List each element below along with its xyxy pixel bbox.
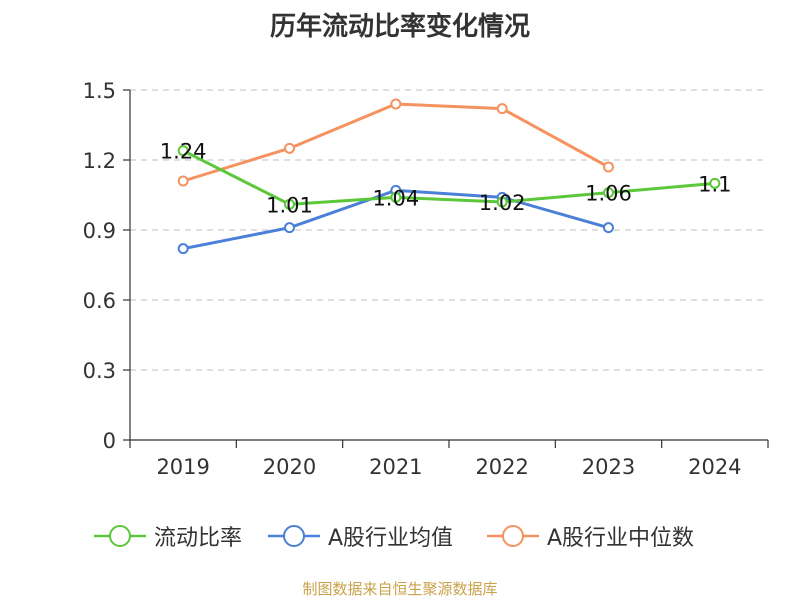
x-tick-label: 2022 [475, 455, 528, 479]
data-point [709, 177, 721, 189]
data-point [496, 103, 508, 115]
x-tick-label: 2020 [263, 455, 316, 479]
axes: 0 0.3 0.6 0.9 1.2 1.5 2019 2020 2021 2022 2023 2024 [83, 79, 769, 479]
data-label: 1.24 [160, 140, 207, 164]
data-point [390, 191, 402, 203]
legend-label: 流动比率 [154, 526, 243, 551]
y-tick-label: 0.9 [83, 219, 116, 243]
data-labels: 1.24 1.01 1.04 1.02 1.06 1.1 [160, 140, 732, 218]
x-tick-label: 2024 [688, 455, 741, 479]
legend: 流动比率 A股行业均值 A股行业中位数 [0, 520, 800, 552]
data-point [603, 187, 614, 199]
data-point [177, 243, 189, 255]
y-tick-label: 0.3 [83, 359, 116, 383]
data-point [603, 222, 614, 234]
y-tick-label: 1.5 [83, 79, 116, 103]
data-point [284, 198, 295, 210]
legend-item-current-ratio[interactable]: 流动比率 [92, 520, 242, 552]
data-point [603, 161, 614, 173]
grid-lines [130, 89, 768, 371]
legend-item-industry-mean[interactable]: A股行业均值 [266, 520, 453, 552]
y-tick-label: 1.2 [83, 149, 116, 173]
data-point [496, 196, 508, 208]
series-lines [177, 98, 721, 255]
data-label: 1.02 [479, 191, 526, 215]
data-label: 1.06 [585, 182, 632, 206]
x-tick-label: 2019 [156, 455, 209, 479]
source-note: 制图数据来自恒生聚源数据库 [302, 580, 498, 598]
data-point [284, 142, 295, 154]
legend-item-industry-median[interactable]: A股行业中位数 [485, 520, 694, 552]
data-label: 1.1 [698, 172, 731, 196]
data-label: 1.04 [372, 186, 419, 210]
legend-swatch-icon [487, 525, 539, 547]
data-point [177, 175, 189, 187]
x-tick-label: 2023 [582, 455, 635, 479]
legend-label: A股行业中位数 [547, 526, 695, 551]
data-point [177, 145, 189, 157]
y-tick-label: 0 [103, 429, 116, 453]
data-point [284, 222, 295, 234]
data-point [390, 98, 402, 110]
series-line-0 [182, 149, 715, 206]
legend-swatch-icon [268, 525, 320, 547]
data-label: 1.01 [266, 193, 313, 217]
series-line-2 [182, 102, 610, 183]
chart-title: 历年流动比率变化情况 [269, 12, 530, 42]
y-tick-label: 0.6 [83, 289, 116, 313]
x-tick-label: 2021 [369, 455, 422, 479]
legend-swatch-icon [94, 525, 146, 547]
legend-label: A股行业均值 [328, 526, 454, 551]
